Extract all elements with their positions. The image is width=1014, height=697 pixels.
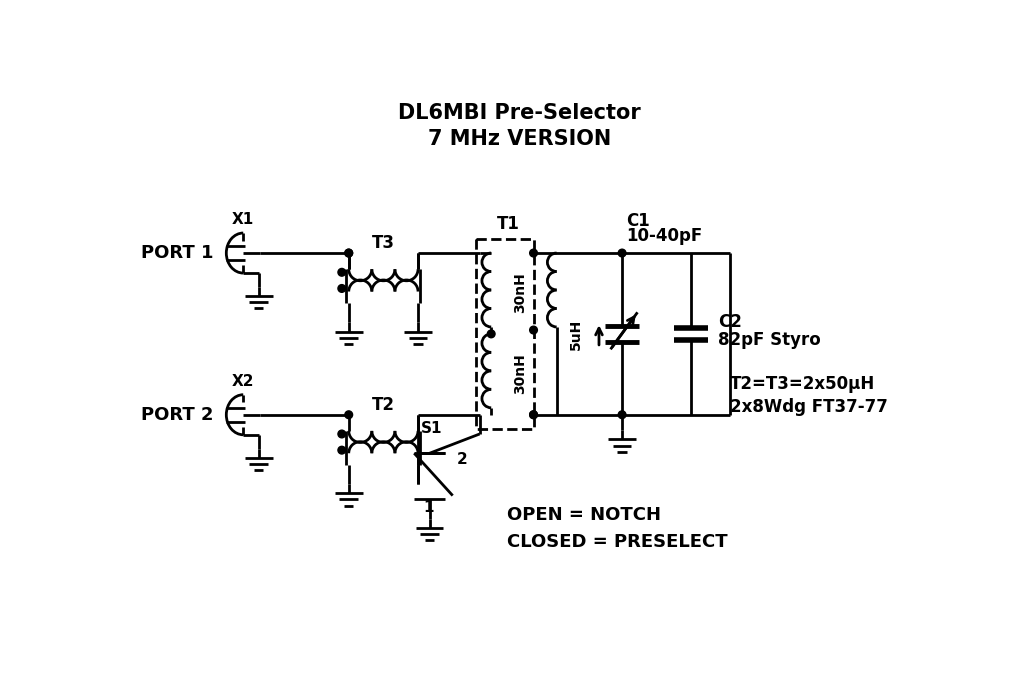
Circle shape xyxy=(345,250,353,257)
Text: X1: X1 xyxy=(232,212,255,227)
Text: 30nH: 30nH xyxy=(513,353,527,395)
Text: 2x8Wdg FT37-77: 2x8Wdg FT37-77 xyxy=(730,398,888,416)
Bar xyxy=(476,239,533,429)
Circle shape xyxy=(338,284,346,292)
Circle shape xyxy=(338,268,346,276)
Circle shape xyxy=(619,411,626,419)
Text: T3: T3 xyxy=(372,234,394,252)
Text: X2: X2 xyxy=(232,374,255,388)
Circle shape xyxy=(619,250,626,257)
Circle shape xyxy=(529,411,537,419)
Text: S1: S1 xyxy=(421,421,442,436)
Text: T1: T1 xyxy=(497,215,519,233)
Circle shape xyxy=(338,446,346,454)
Circle shape xyxy=(345,411,353,419)
Text: C1: C1 xyxy=(626,212,650,230)
Circle shape xyxy=(338,430,346,438)
Circle shape xyxy=(488,330,495,338)
Text: CLOSED = PRESELECT: CLOSED = PRESELECT xyxy=(507,533,727,551)
Text: T2: T2 xyxy=(372,396,394,414)
Text: 10-40pF: 10-40pF xyxy=(626,227,702,245)
Text: DL6MBI Pre-Selector: DL6MBI Pre-Selector xyxy=(399,103,641,123)
Text: PORT 2: PORT 2 xyxy=(142,406,214,424)
Text: 30nH: 30nH xyxy=(513,273,527,314)
Text: T2=T3=2x50μH: T2=T3=2x50μH xyxy=(730,375,875,393)
Circle shape xyxy=(529,326,537,334)
Circle shape xyxy=(345,250,353,257)
Text: 1: 1 xyxy=(424,500,434,515)
Text: PORT 1: PORT 1 xyxy=(142,244,214,262)
Circle shape xyxy=(529,411,537,419)
Text: C2: C2 xyxy=(718,314,742,331)
Circle shape xyxy=(529,250,537,257)
Text: 7 MHz VERSION: 7 MHz VERSION xyxy=(428,129,611,149)
Text: 5uH: 5uH xyxy=(569,319,583,349)
Text: OPEN = NOTCH: OPEN = NOTCH xyxy=(507,506,660,524)
Text: 2: 2 xyxy=(456,452,467,467)
Text: 82pF Styro: 82pF Styro xyxy=(718,331,821,349)
